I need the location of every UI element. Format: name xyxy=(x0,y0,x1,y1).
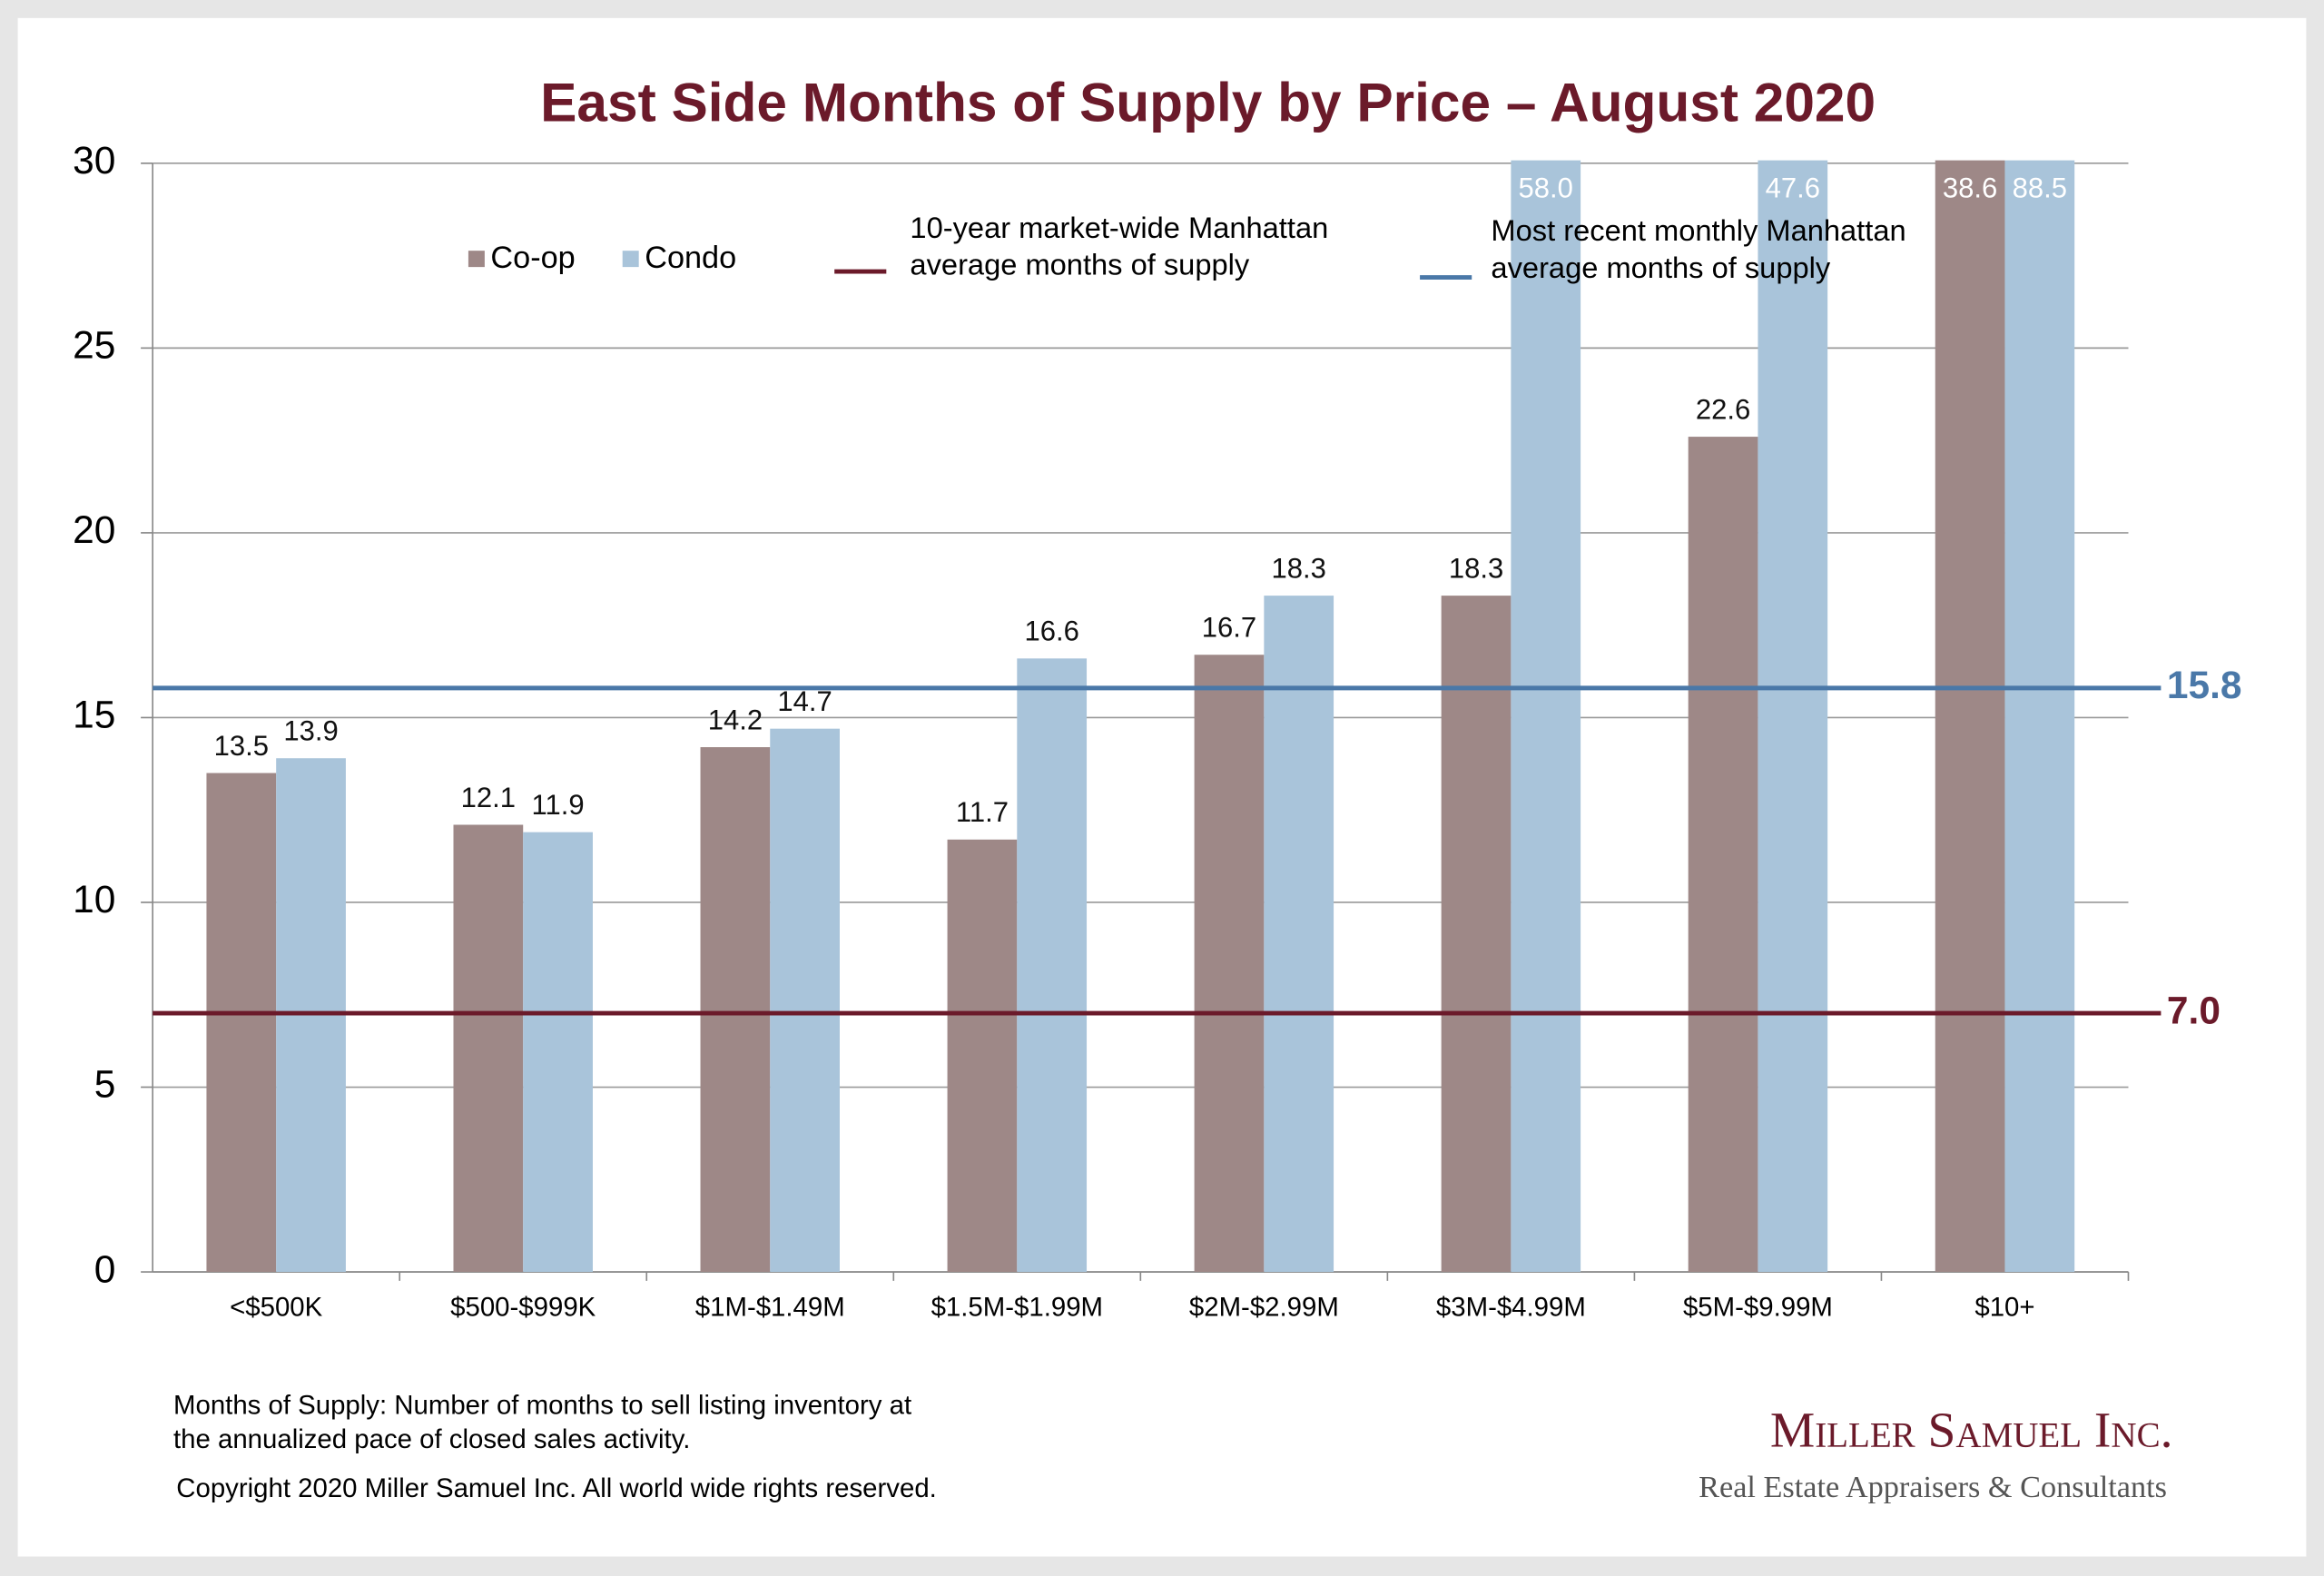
bar xyxy=(1441,596,1512,1273)
value-label: 88.5 xyxy=(2013,172,2067,203)
legend-label: 10-year market-wide Manhattan xyxy=(910,211,1328,244)
bar xyxy=(206,773,277,1273)
value-label: 13.5 xyxy=(214,730,269,762)
legend-label: average months of supply xyxy=(910,248,1249,281)
y-tick-label: 20 xyxy=(73,508,115,551)
value-label: 13.9 xyxy=(283,715,338,747)
legend-swatch xyxy=(468,251,485,268)
y-tick-label: 25 xyxy=(73,324,115,367)
value-label: 11.7 xyxy=(956,796,1009,828)
y-tick-label: 10 xyxy=(73,878,115,921)
bar xyxy=(770,728,840,1273)
copyright: Copyright 2020 Miller Samuel Inc. All wo… xyxy=(176,1473,937,1503)
value-label: 47.6 xyxy=(1766,172,1820,203)
legend-swatch xyxy=(622,251,639,268)
value-label: 38.6 xyxy=(1943,172,1997,203)
bar xyxy=(2004,160,2075,1273)
bar xyxy=(1017,658,1088,1273)
x-tick-label: $500-$999K xyxy=(450,1293,596,1323)
value-label: 58.0 xyxy=(1519,172,1573,203)
panel xyxy=(17,17,2307,1557)
value-label: 14.7 xyxy=(777,685,832,717)
bar xyxy=(1511,160,1581,1273)
value-label: 22.6 xyxy=(1696,394,1750,426)
legend-label: Condo xyxy=(645,241,736,275)
bar xyxy=(947,839,1018,1273)
reference-label: 15.8 xyxy=(2167,664,2242,706)
value-label: 11.9 xyxy=(532,789,585,821)
y-tick-label: 15 xyxy=(73,694,115,736)
value-label: 12.1 xyxy=(461,782,516,813)
chart-title: East Side Months of Supply by Price – Au… xyxy=(540,72,1876,133)
y-tick-label: 5 xyxy=(94,1063,116,1106)
reference-label: 7.0 xyxy=(2167,989,2221,1031)
y-tick-label: 30 xyxy=(73,139,115,182)
bar xyxy=(700,747,771,1273)
legend-label: average months of supply xyxy=(1491,251,1830,284)
logo-tagline: Real Estate Appraisers & Consultants xyxy=(1699,1470,2167,1504)
x-tick-label: $1M-$1.49M xyxy=(695,1293,845,1323)
legend-label: Co-op xyxy=(490,241,575,275)
x-tick-label: $10+ xyxy=(1974,1293,2034,1323)
value-label: 14.2 xyxy=(708,704,763,735)
bar xyxy=(1935,160,2005,1273)
x-tick-label: <$500K xyxy=(230,1293,323,1323)
bar xyxy=(1264,596,1334,1273)
bars xyxy=(206,160,2075,1273)
x-tick-label: $2M-$2.99M xyxy=(1189,1293,1339,1323)
value-label: 18.3 xyxy=(1449,553,1503,585)
bar xyxy=(453,824,524,1273)
bar xyxy=(1758,160,1828,1273)
y-tick-label: 0 xyxy=(94,1247,116,1290)
bar xyxy=(1688,437,1758,1273)
legend-label: Most recent monthly Manhattan xyxy=(1491,213,1905,247)
footnote: Months of Supply: Number of months to se… xyxy=(173,1390,911,1420)
x-tick-label: $1.5M-$1.99M xyxy=(931,1293,1103,1323)
x-tick-label: $5M-$9.99M xyxy=(1683,1293,1833,1323)
bar xyxy=(1194,655,1265,1273)
value-label: 18.3 xyxy=(1272,553,1326,585)
bar xyxy=(523,832,593,1273)
value-label: 16.7 xyxy=(1202,612,1256,644)
x-tick-label: $3M-$4.99M xyxy=(1436,1293,1586,1323)
logo-name: Miller Samuel Inc. xyxy=(1770,1403,2173,1458)
overlay: 13.5 13.9 12.1 11.9 14.2 14.7 11.7 16.6 16.7 18.3… xyxy=(153,172,2242,1031)
value-label: 16.6 xyxy=(1024,616,1078,647)
footnote: the annualized pace of closed sales acti… xyxy=(173,1424,690,1454)
